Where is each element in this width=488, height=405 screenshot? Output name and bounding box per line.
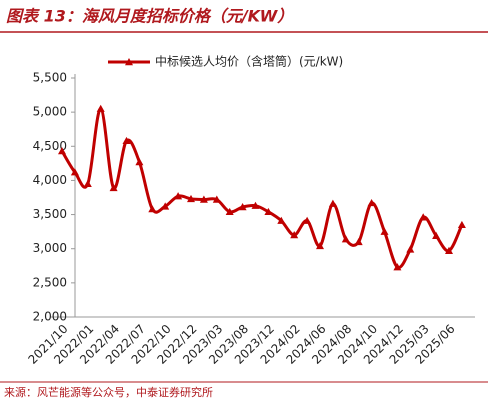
- y-tick-label: 4,000: [33, 173, 67, 187]
- marker: [96, 104, 105, 112]
- y-tick-label: 3,500: [33, 207, 67, 221]
- marker: [212, 195, 221, 203]
- marker: [341, 235, 350, 243]
- y-tick-label: 3,000: [33, 241, 67, 255]
- marker: [367, 198, 376, 207]
- marker: [393, 263, 402, 271]
- marker: [316, 241, 324, 250]
- marker: [328, 199, 337, 207]
- chart-title: 图表 13：海风月度招标价格（元/KW）: [6, 7, 293, 26]
- line: [60, 107, 464, 270]
- marker: [354, 237, 363, 246]
- y-tick-label: 2,500: [33, 275, 67, 289]
- y-tick-label: 5,000: [33, 105, 67, 119]
- marker: [58, 147, 66, 155]
- marker: [277, 216, 286, 224]
- marker: [187, 194, 195, 203]
- marker: [264, 207, 273, 216]
- marker: [148, 205, 157, 213]
- marker: [290, 231, 299, 239]
- marker: [199, 195, 208, 203]
- marker: [122, 136, 131, 145]
- source: 来源：风芒能源等公众号，中泰证券研究所: [4, 385, 213, 399]
- legend-marker: [125, 58, 133, 66]
- marker: [457, 220, 466, 229]
- legend-label: 中标候选人均价（含塔筒）(元/kW): [155, 54, 343, 69]
- marker: [251, 201, 260, 209]
- marker: [238, 203, 247, 211]
- marker: [432, 231, 441, 239]
- y-tick-label: 2,000: [33, 310, 67, 324]
- marker: [380, 227, 389, 235]
- marker: [70, 168, 79, 176]
- marker: [161, 202, 170, 210]
- marker: [445, 246, 453, 254]
- marker: [303, 216, 312, 224]
- marker: [419, 213, 428, 221]
- marker: [83, 179, 92, 188]
- marker: [225, 207, 234, 216]
- y-tick-label: 4,500: [33, 139, 67, 153]
- y-tick-label: 5,500: [33, 71, 67, 85]
- marker: [109, 183, 118, 192]
- marker: [406, 245, 415, 253]
- marker: [174, 192, 183, 200]
- marker: [135, 157, 144, 166]
